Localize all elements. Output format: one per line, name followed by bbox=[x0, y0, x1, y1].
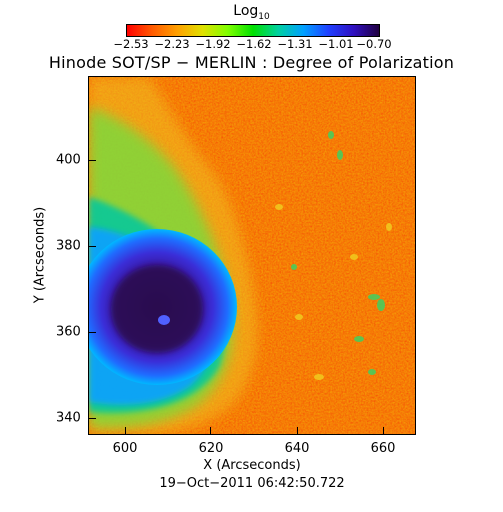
colorbar-tick: −1.62 bbox=[236, 37, 272, 51]
y-tick-mark bbox=[89, 160, 96, 161]
colorbar-tick: −2.23 bbox=[154, 37, 190, 51]
y-tick-label: 380 bbox=[56, 238, 81, 254]
x-tick-label: 620 bbox=[198, 441, 224, 456]
x-tick-mark bbox=[297, 427, 298, 434]
plot-title: Hinode SOT/SP − MERLIN : Degree of Polar… bbox=[48, 53, 455, 72]
colorbar bbox=[126, 24, 380, 37]
colorbar-title: Log10 bbox=[233, 3, 270, 22]
colorbar-tick: −0.70 bbox=[356, 37, 392, 51]
y-tick-mark bbox=[89, 418, 96, 419]
polarization-map bbox=[88, 76, 416, 435]
y-tick-label: 360 bbox=[56, 324, 81, 340]
y-tick-mark bbox=[89, 246, 96, 247]
x-tick-label: 660 bbox=[370, 441, 396, 456]
y-axis-label: Y (Arcseconds) bbox=[32, 206, 48, 304]
colorbar-tick: −1.01 bbox=[318, 37, 354, 51]
x-axis-label: X (Arcseconds) bbox=[203, 458, 301, 473]
x-tick-mark bbox=[383, 427, 384, 434]
x-tick-mark bbox=[210, 427, 211, 434]
colorbar-tick: −1.31 bbox=[277, 37, 313, 51]
y-tick-label: 400 bbox=[56, 152, 81, 168]
colorbar-tick: −1.92 bbox=[195, 37, 231, 51]
y-tick-label: 340 bbox=[56, 410, 81, 426]
colorbar-tick: −2.53 bbox=[113, 37, 149, 51]
x-tick-label: 600 bbox=[112, 441, 138, 456]
observation-timestamp: 19−Oct−2011 06:42:50.722 bbox=[159, 476, 345, 491]
polarization-map-image bbox=[89, 77, 415, 434]
x-tick-label: 640 bbox=[284, 441, 310, 456]
y-tick-mark bbox=[89, 332, 96, 333]
x-tick-mark bbox=[125, 427, 126, 434]
